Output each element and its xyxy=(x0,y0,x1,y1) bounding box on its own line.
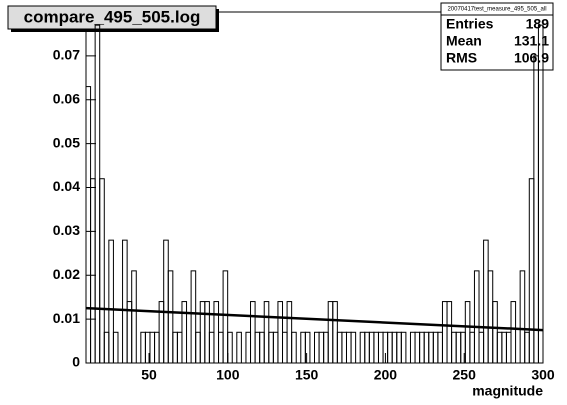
chart-title: compare_495_505.log xyxy=(24,7,201,26)
x-tick-label: 200 xyxy=(374,367,398,383)
x-axis-label: magnitude xyxy=(472,383,543,399)
bar xyxy=(510,301,517,364)
bar xyxy=(131,270,137,364)
stats-value: 106.9 xyxy=(514,50,549,66)
stats-label: RMS xyxy=(446,50,477,66)
bar xyxy=(99,178,105,364)
bar xyxy=(350,331,357,364)
fit-line xyxy=(85,306,544,332)
y-tick-label: 0.07 xyxy=(53,47,80,63)
bar xyxy=(112,331,119,364)
x-tick-label: 150 xyxy=(295,367,319,383)
bar xyxy=(108,239,114,364)
bar xyxy=(227,331,233,364)
bar xyxy=(400,331,407,364)
x-tick-label: 100 xyxy=(216,367,240,383)
stats-label: Mean xyxy=(446,33,482,49)
x-tick-label: 300 xyxy=(531,367,555,383)
stats-title: 20070417test_measure_495_505_all xyxy=(447,7,546,13)
bar xyxy=(167,270,174,364)
title-box xyxy=(7,5,217,30)
y-tick-label: 0.01 xyxy=(53,310,80,326)
stats-label: Entries xyxy=(446,16,494,32)
stats-value: 131.1 xyxy=(514,33,549,49)
y-tick-label: 0.04 xyxy=(53,178,80,194)
y-tick-label: 0.02 xyxy=(53,266,80,282)
y-tick-label: 0.05 xyxy=(53,134,80,150)
bar xyxy=(222,270,229,364)
y-tick-label: 0.03 xyxy=(53,222,80,238)
x-tick-label: 50 xyxy=(141,367,157,383)
bar xyxy=(291,331,297,364)
bar xyxy=(190,270,197,364)
bar xyxy=(537,24,544,364)
stats-value: 189 xyxy=(526,16,550,32)
bar xyxy=(473,270,480,364)
bar xyxy=(304,331,311,364)
bar xyxy=(236,331,242,364)
y-tick-label: 0 xyxy=(72,354,80,370)
bar xyxy=(519,270,526,364)
y-tick-label: 0.06 xyxy=(53,90,80,106)
x-tick-label: 250 xyxy=(453,367,477,383)
bar xyxy=(181,301,188,364)
